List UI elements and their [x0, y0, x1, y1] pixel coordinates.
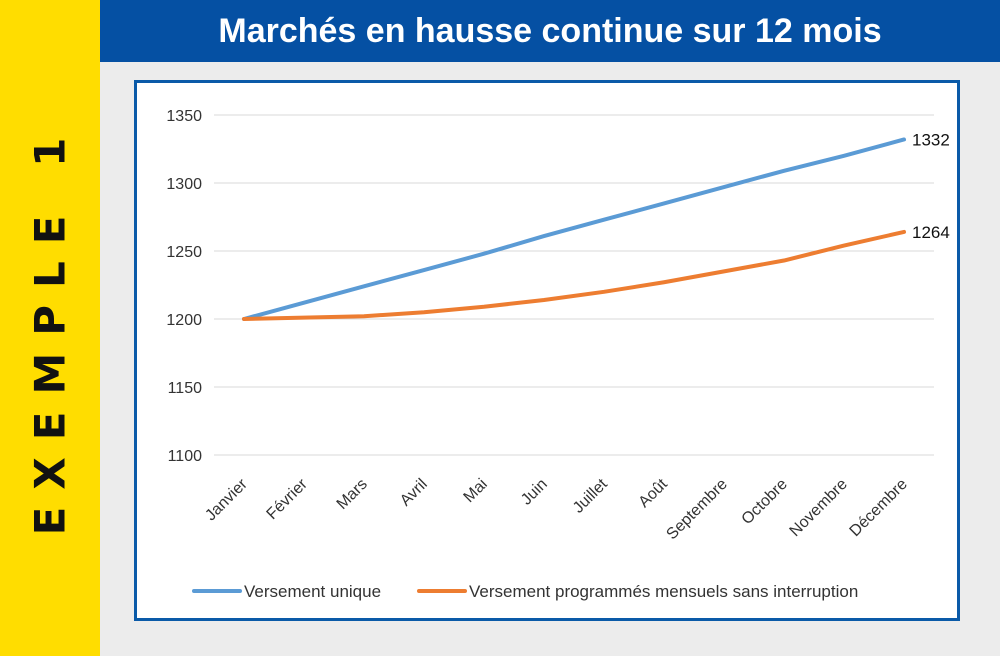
- x-tick-label: Mai: [461, 476, 491, 506]
- y-tick-label: 1100: [168, 448, 203, 465]
- y-tick-label: 1200: [166, 312, 202, 329]
- y-tick-label: 1300: [166, 176, 202, 193]
- x-tick-label: Mars: [334, 476, 371, 513]
- x-tick-label: Février: [264, 475, 312, 523]
- title-bar: Marchés en hausse continue sur 12 mois: [100, 0, 1000, 62]
- series-line-2: [242, 229, 906, 321]
- x-tick-label: Septembre: [663, 476, 730, 543]
- series-line-1: [242, 137, 906, 321]
- x-tick-label: Juillet: [570, 475, 611, 516]
- y-tick-label: 1150: [168, 380, 203, 397]
- legend-label: Versement unique: [244, 582, 381, 601]
- chart-frame: 1100 1150 1200 1250 1300 1350 Janvier Février Ma…: [134, 80, 960, 621]
- x-tick-label: Décembre: [847, 476, 911, 540]
- x-tick-label: Juin: [518, 476, 551, 509]
- x-tick-label: Avril: [397, 476, 431, 510]
- end-value-label: 1264: [912, 223, 950, 242]
- y-tick-label: 1250: [166, 244, 202, 261]
- legend-label: Versement programmés mensuels sans inter…: [469, 582, 858, 601]
- example-label: EXEMPLE 1: [25, 120, 75, 536]
- x-tick-label: Janvier: [202, 475, 251, 524]
- line-chart: 1100 1150 1200 1250 1300 1350 Janvier Février Ma…: [166, 108, 950, 601]
- chart-title: Marchés en hausse continue sur 12 mois: [218, 11, 882, 50]
- x-tick-label: Novembre: [787, 476, 851, 540]
- side-band: EXEMPLE 1: [0, 0, 100, 656]
- x-tick-label: Octobre: [739, 476, 791, 528]
- x-tick-label: Août: [636, 475, 672, 511]
- end-value-label: 1332: [912, 130, 950, 149]
- y-tick-label: 1350: [166, 108, 202, 125]
